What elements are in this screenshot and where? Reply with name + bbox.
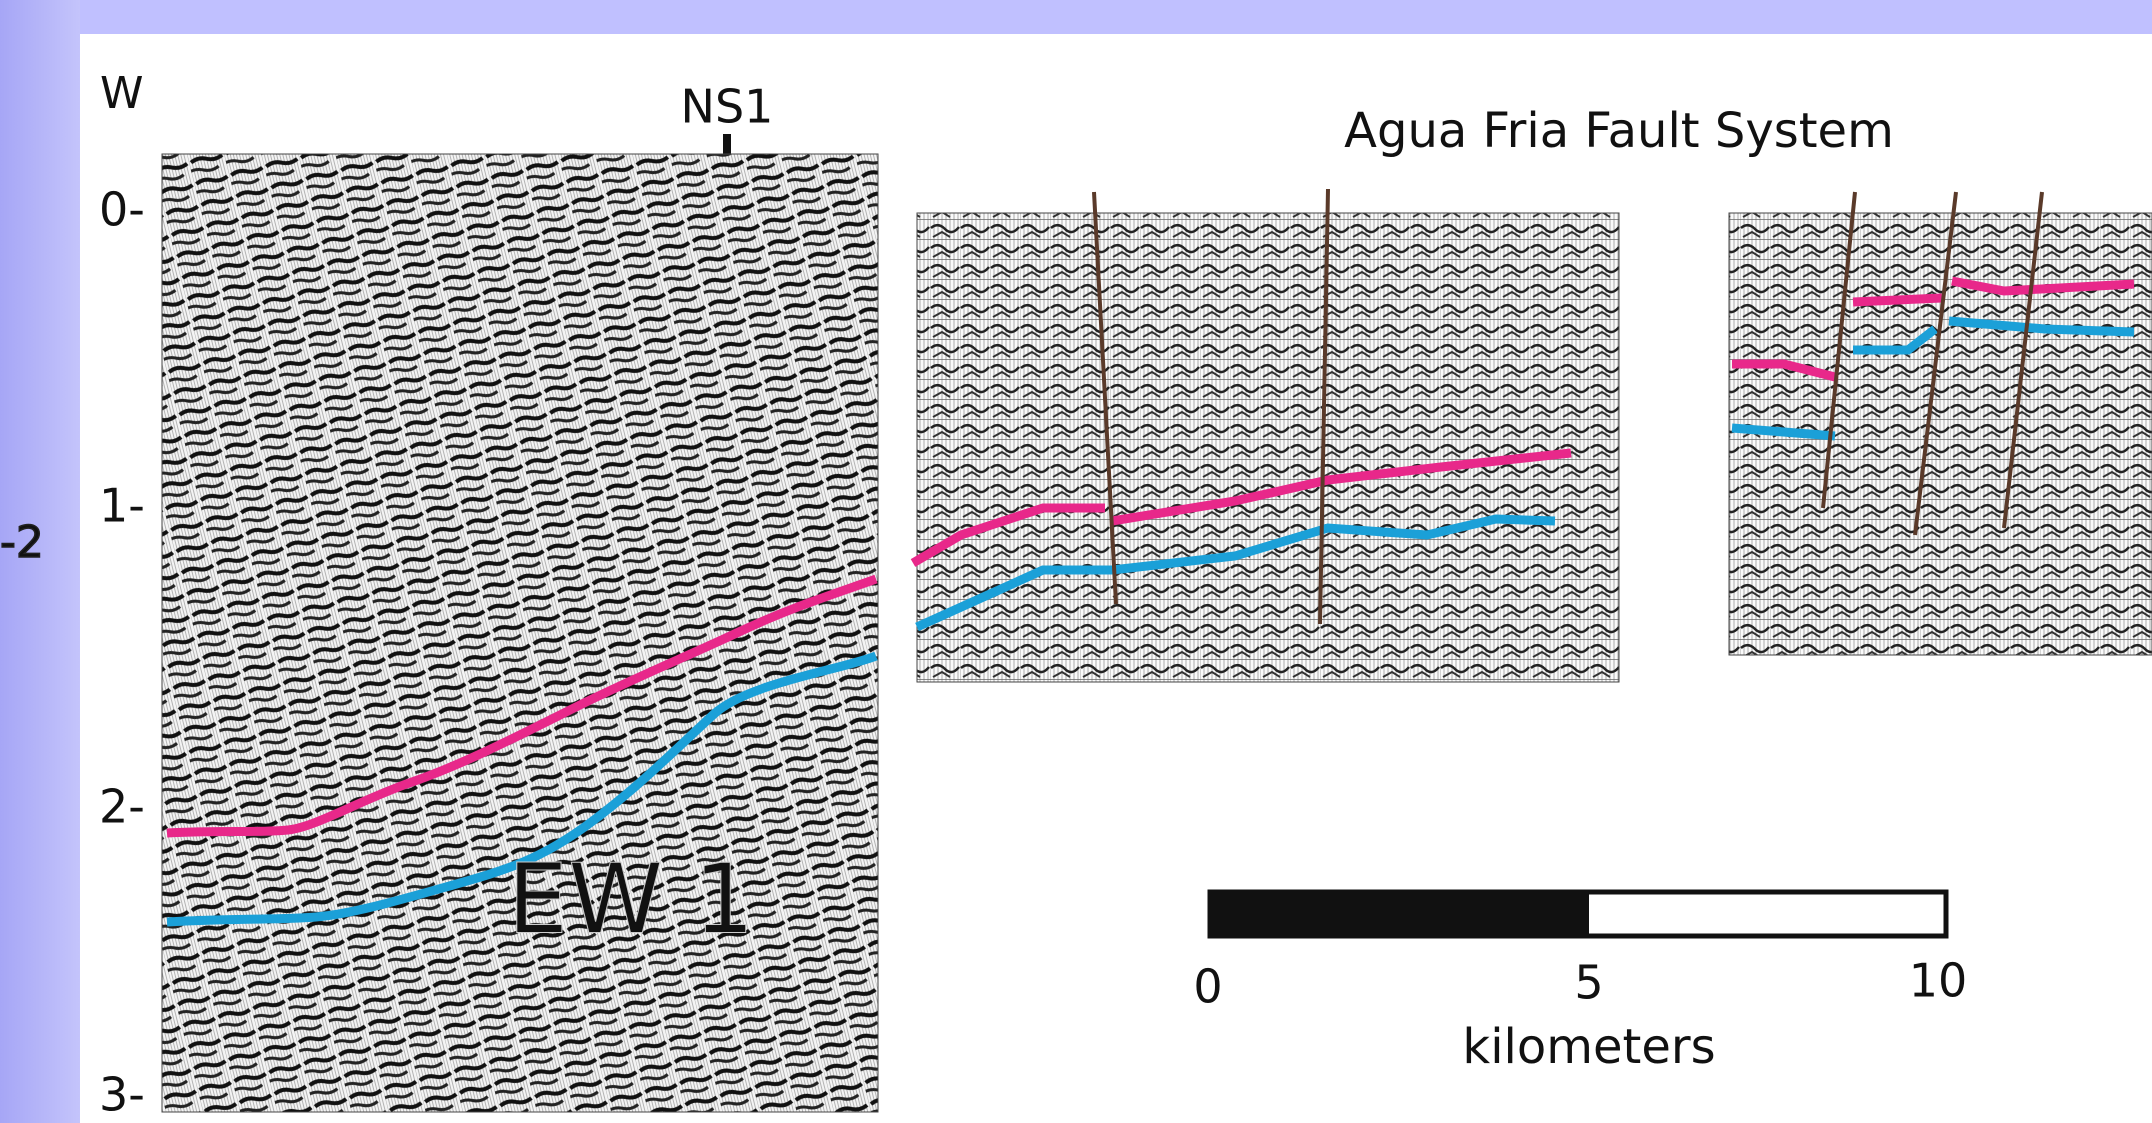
horizon-blue bbox=[166, 651, 878, 927]
corner-label: W bbox=[100, 68, 144, 119]
line-label: EW 1 bbox=[507, 843, 754, 955]
scale-bar-fill bbox=[1210, 892, 1589, 936]
scale-tick-label: 10 bbox=[1909, 954, 1968, 1008]
scale-tick-label: 5 bbox=[1574, 956, 1603, 1010]
horizon-blue bbox=[915, 514, 1556, 632]
horizon-pink bbox=[166, 574, 878, 838]
horizon-pink bbox=[910, 448, 1572, 567]
ns-label: NS1 bbox=[681, 80, 774, 134]
scale-tick-label: 0 bbox=[1193, 960, 1222, 1014]
depth-label: 2- bbox=[99, 780, 145, 834]
top-band bbox=[0, 0, 2152, 34]
fault bbox=[1821, 191, 2044, 536]
horizon-blue bbox=[1731, 316, 2135, 441]
fault bbox=[1092, 188, 1330, 625]
depth-label: 0- bbox=[99, 183, 145, 237]
depth-label: 3- bbox=[99, 1068, 145, 1122]
seismic-section bbox=[916, 212, 1620, 683]
scale-unit: kilometers bbox=[1462, 1019, 1715, 1075]
depth-label: 1- bbox=[99, 479, 145, 533]
seismic-section bbox=[161, 153, 879, 1113]
title: Agua Fria Fault System bbox=[1344, 103, 1894, 159]
side-label: -2 bbox=[0, 517, 44, 568]
horizon-pink bbox=[1732, 276, 2135, 382]
side-band bbox=[0, 0, 80, 1123]
